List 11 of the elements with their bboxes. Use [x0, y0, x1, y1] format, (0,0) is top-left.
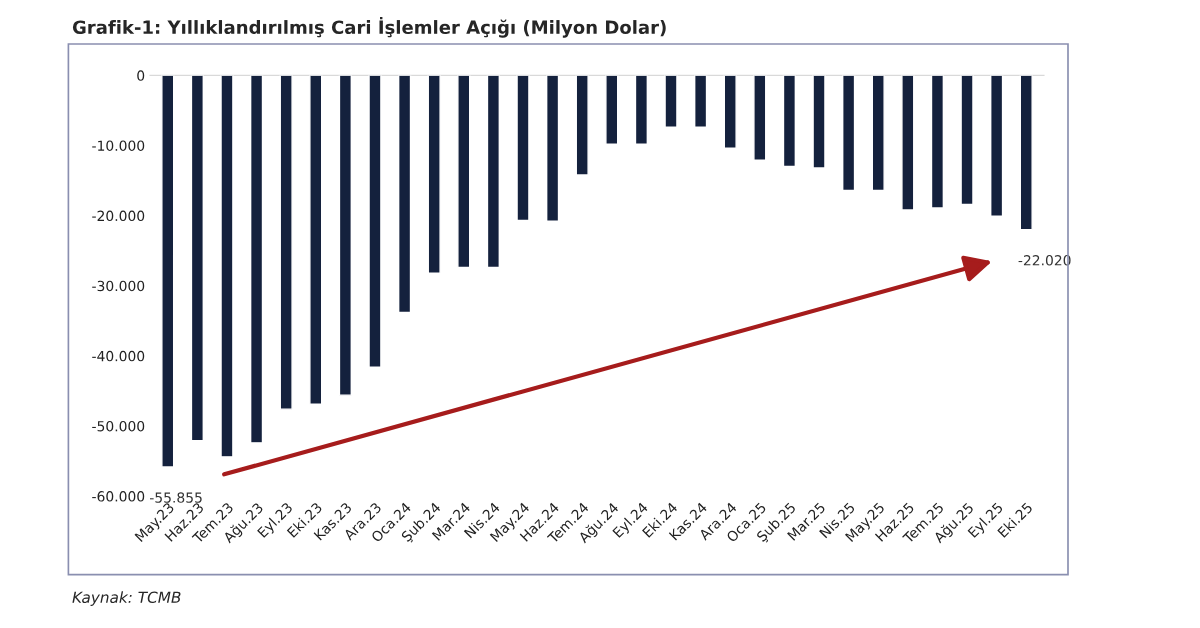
y-tick-label: 0 — [137, 70, 145, 81]
data-label: -55.855 — [149, 492, 202, 503]
y-tick-label: -20.000 — [92, 210, 145, 222]
y-tick-label: -50.000 — [92, 420, 145, 432]
y-tick-label: -30.000 — [92, 280, 145, 292]
y-tick-label: -10.000 — [92, 140, 145, 151]
y-tick-label: -40.000 — [92, 350, 145, 362]
data-label: -22.020 — [1018, 255, 1071, 266]
chart-title: Grafik-1: Yıllıklandırılmış Cari İşlemler Açığı (Milyon Dolar) — [72, 17, 666, 38]
y-tick-label: -60.000 — [92, 491, 145, 502]
text: Kaynak: TCMB — [72, 591, 181, 607]
